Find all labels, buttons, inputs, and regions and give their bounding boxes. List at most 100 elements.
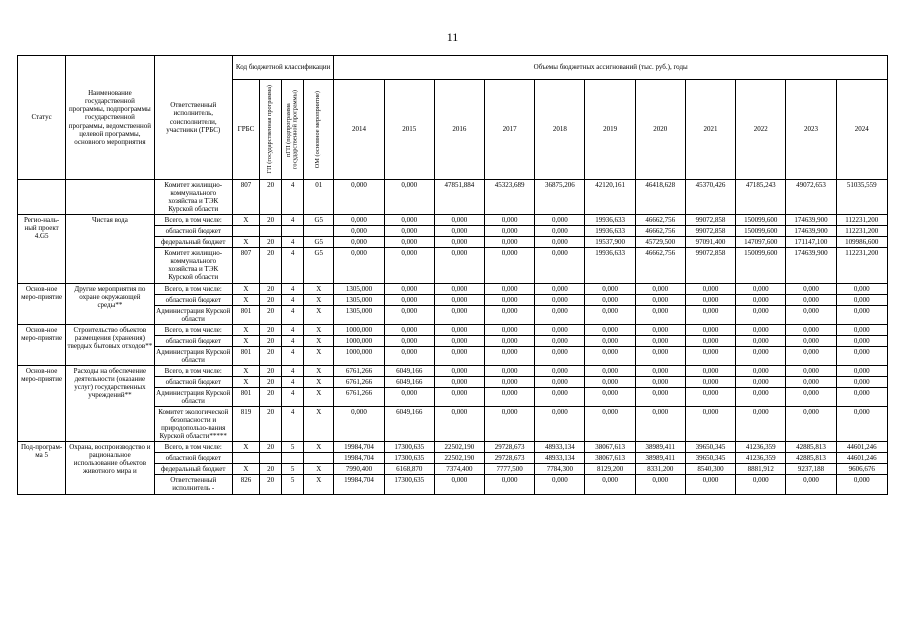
value-cell: 0,000 <box>584 406 636 443</box>
value-cell: 22502,190 <box>433 452 486 465</box>
table-row: федеральный бюджет X 20 5 X 7990,400 6168,870 7… <box>18 463 889 476</box>
code-pgp-cell <box>281 452 305 465</box>
code-gp-cell: 20 <box>259 293 283 306</box>
value-cell: 0,000 <box>534 406 586 443</box>
value-cell: 8540,300 <box>684 463 737 476</box>
header-row-sub: ГРБС ГП (государственная программа) пГП … <box>18 79 889 180</box>
value-cell: 7990,400 <box>333 463 385 476</box>
value-cell: 48933,134 <box>534 452 586 465</box>
budget-table: Статус Наименование государственной прог… <box>16 55 889 495</box>
table-body: Комитет жилищно-коммунального хозяйства … <box>16 178 889 495</box>
value-cell: 38067,613 <box>584 441 636 454</box>
value-cell: 0,000 <box>634 406 686 443</box>
executor-cell: областной бюджет <box>153 334 233 347</box>
value-cell: 0,000 <box>383 236 435 249</box>
value-cell: 46418,628 <box>634 178 686 216</box>
value-cell: 0,000 <box>383 386 435 408</box>
table-row: Основ-ное меро-приятие Другие мероприятия… <box>16 282 889 325</box>
value-cell: 19936,633 <box>584 247 636 284</box>
value-cell: 42885,813 <box>785 441 837 454</box>
value-cell: 0,000 <box>484 236 536 249</box>
value-cell: 0,000 <box>835 323 889 336</box>
value-cell: 0,000 <box>534 375 586 388</box>
value-cell: 0,000 <box>584 364 636 377</box>
value-cell: 0,000 <box>534 334 586 347</box>
col-header-year-2018: 2018 <box>534 79 586 180</box>
value-cell: 19537,900 <box>584 236 636 249</box>
code-om-cell: X <box>303 282 335 295</box>
program-name-cell: Расходы на обеспечение деятельности (ока… <box>65 364 155 443</box>
table-row: Администрация Курской области 801 20 4 X 6761… <box>18 386 889 408</box>
table-row: Администрация Курской области 801 20 4 X 1305… <box>18 304 889 325</box>
col-header-gp-label: ГП (государственная программа) <box>266 85 274 174</box>
executor-cell: Комитет жилищно-коммунального хозяйства … <box>153 178 233 216</box>
table-row: Администрация Курской области 801 20 4 X 1000… <box>18 345 889 366</box>
value-cell: 174639,900 <box>785 225 837 238</box>
code-gp-cell: 20 <box>259 323 283 336</box>
code-pgp-cell: 4 <box>281 293 305 306</box>
value-cell: 0,000 <box>333 214 385 227</box>
value-cell: 48933,134 <box>534 441 586 454</box>
value-cell: 0,000 <box>634 304 686 325</box>
value-cell: 0,000 <box>333 225 385 238</box>
value-cell: 1000,000 <box>333 323 385 336</box>
table-header: Статус Наименование государственной прог… <box>16 55 889 180</box>
value-cell: 19936,633 <box>584 214 636 227</box>
value-cell: 99072,858 <box>684 225 737 238</box>
code-pgp-cell: 4 <box>281 247 305 284</box>
code-om-cell: X <box>303 441 335 454</box>
code-grbs-cell: X <box>231 214 261 227</box>
value-cell: 0,000 <box>383 225 435 238</box>
value-cell: 38989,411 <box>634 452 686 465</box>
code-om-cell: X <box>303 463 335 476</box>
code-grbs-cell: 826 <box>231 474 261 495</box>
code-gp-cell: 20 <box>259 282 283 295</box>
value-cell: 9606,676 <box>835 463 889 476</box>
code-om-cell: X <box>303 304 335 325</box>
value-cell: 29728,673 <box>484 452 536 465</box>
executor-cell: областной бюджет <box>153 225 233 238</box>
value-cell: 0,000 <box>735 364 787 377</box>
value-cell: 19984,704 <box>333 452 385 465</box>
code-om-cell: X <box>303 386 335 408</box>
value-cell: 0,000 <box>433 375 486 388</box>
code-gp-cell: 20 <box>259 304 283 325</box>
value-cell: 22502,190 <box>433 441 486 454</box>
code-om-cell: X <box>303 474 335 495</box>
value-cell: 150099,600 <box>735 214 787 227</box>
value-cell: 0,000 <box>835 345 889 366</box>
code-pgp-cell: 4 <box>281 178 305 216</box>
value-cell: 29728,673 <box>484 441 536 454</box>
value-cell: 0,000 <box>383 247 435 284</box>
value-cell: 174639,900 <box>785 214 837 227</box>
col-header-gp: ГП (государственная программа) <box>259 79 283 180</box>
program-name-cell: Строительство объектов размещения (хране… <box>65 323 155 366</box>
value-cell: 0,000 <box>835 375 889 388</box>
code-om-cell: G5 <box>303 247 335 284</box>
value-cell: 0,000 <box>484 375 536 388</box>
code-pgp-cell: 4 <box>281 334 305 347</box>
value-cell: 0,000 <box>534 474 586 495</box>
code-grbs-cell: X <box>231 463 261 476</box>
value-cell: 0,000 <box>333 406 385 443</box>
value-cell: 17300,635 <box>383 452 435 465</box>
value-cell: 0,000 <box>785 304 837 325</box>
value-cell: 0,000 <box>684 364 737 377</box>
code-om-cell: G5 <box>303 214 335 227</box>
value-cell: 0,000 <box>383 178 435 216</box>
executor-cell: Всего, в том числе: <box>153 441 233 454</box>
value-cell: 6168,870 <box>383 463 435 476</box>
value-cell: 38989,411 <box>634 441 686 454</box>
value-cell: 0,000 <box>383 214 435 227</box>
value-cell: 0,000 <box>433 323 486 336</box>
code-pgp-cell: 4 <box>281 406 305 443</box>
code-om-cell: X <box>303 293 335 306</box>
code-gp-cell <box>259 452 283 465</box>
value-cell: 39650,345 <box>684 441 737 454</box>
code-om-cell: 01 <box>303 178 335 216</box>
value-cell: 8881,912 <box>735 463 787 476</box>
code-pgp-cell: 4 <box>281 323 305 336</box>
status-cell: Основ-ное меро-приятие <box>16 323 67 366</box>
value-cell: 44601,246 <box>835 452 889 465</box>
value-cell: 41236,359 <box>735 441 787 454</box>
